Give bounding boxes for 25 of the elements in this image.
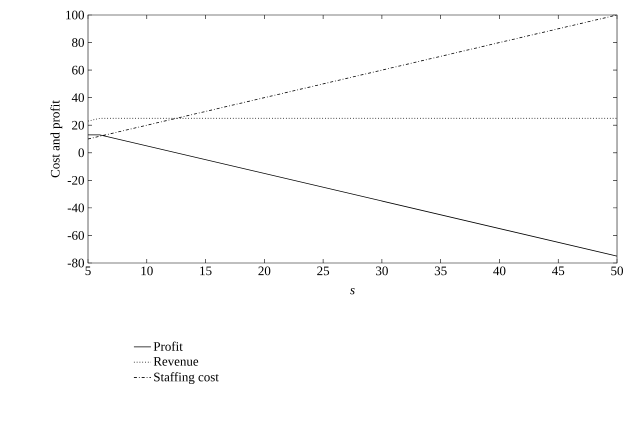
y-tick-label: 0 [78, 148, 84, 158]
y-tick-label: 40 [72, 93, 84, 102]
x-tick-label: 30 [376, 266, 388, 276]
x-tick-label: 50 [611, 266, 623, 276]
y-tick-label: 80 [72, 38, 84, 47]
x-tick-label: 20 [258, 266, 270, 276]
y-tick-label: -40 [68, 204, 84, 212]
y-tick-label: -80 [68, 258, 84, 268]
x-tick-label: 40 [493, 266, 506, 276]
legend-label: Revenue [154, 357, 198, 366]
x-tick-label: 25 [317, 266, 330, 276]
y-tick-label: 60 [72, 66, 84, 74]
legend-label: Staffing cost [154, 372, 219, 384]
y-tick-label: 20 [72, 120, 84, 130]
x-tick-label: 5 [86, 266, 91, 276]
y-tick-label: 100 [66, 10, 84, 20]
x-tick-label: 15 [200, 266, 212, 276]
y-axis-title: Cost and profit [50, 100, 62, 178]
legend-label: Profit [154, 342, 183, 351]
x-tick-label: 10 [141, 266, 153, 276]
y-tick-label: -20 [68, 176, 84, 185]
x-tick-label: 45 [552, 266, 564, 276]
x-axis-title: s [350, 288, 355, 294]
x-tick-label: 35 [434, 266, 447, 276]
y-tick-label: -60 [68, 231, 84, 240]
